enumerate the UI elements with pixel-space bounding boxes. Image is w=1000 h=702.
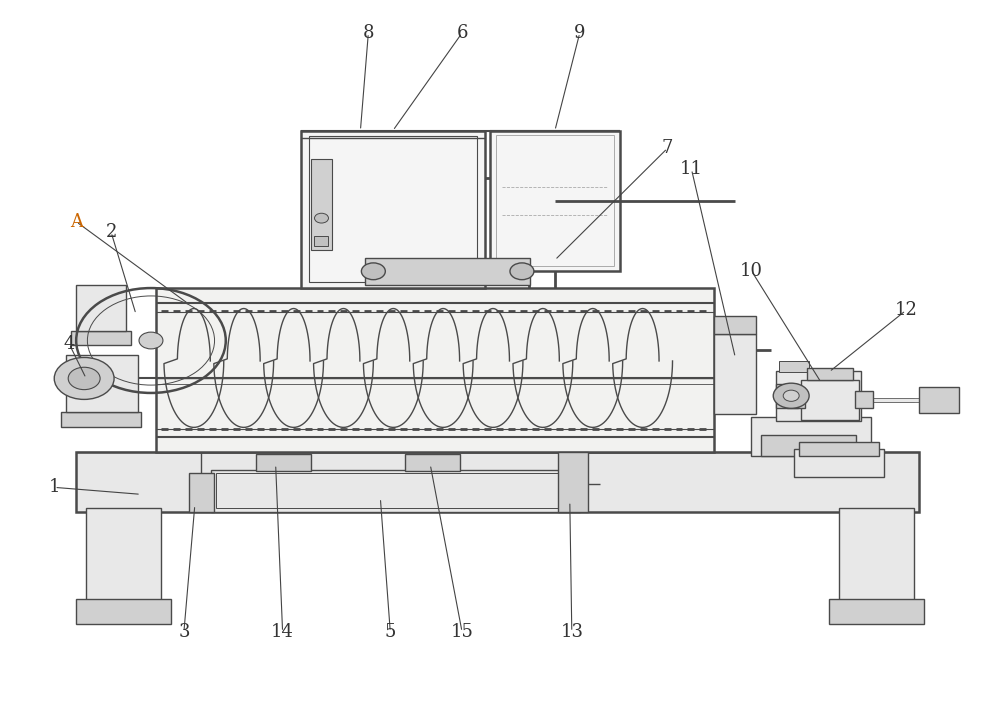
- Circle shape: [68, 367, 100, 390]
- Bar: [839, 508, 914, 603]
- Text: 12: 12: [894, 301, 917, 319]
- Bar: [799, 442, 879, 456]
- Circle shape: [139, 332, 163, 349]
- Circle shape: [315, 213, 328, 223]
- Bar: [794, 449, 884, 477]
- Bar: [855, 391, 873, 409]
- Text: 15: 15: [451, 623, 474, 641]
- Bar: [714, 333, 756, 414]
- Circle shape: [510, 263, 534, 279]
- Circle shape: [361, 263, 385, 279]
- Text: 8: 8: [363, 24, 374, 42]
- Bar: [189, 473, 214, 512]
- Text: 6: 6: [456, 24, 468, 42]
- Bar: [405, 453, 460, 471]
- Bar: [301, 131, 485, 288]
- Bar: [776, 371, 861, 421]
- Bar: [256, 453, 311, 471]
- Bar: [76, 286, 126, 331]
- Bar: [714, 316, 756, 333]
- Bar: [314, 236, 328, 246]
- Bar: [801, 380, 859, 420]
- Circle shape: [54, 357, 114, 399]
- Bar: [156, 288, 714, 452]
- Bar: [309, 136, 477, 282]
- Text: 4: 4: [64, 335, 75, 353]
- Bar: [71, 331, 131, 345]
- Text: 3: 3: [178, 623, 190, 641]
- Text: 1: 1: [48, 478, 60, 496]
- Bar: [776, 384, 798, 409]
- Circle shape: [773, 383, 809, 409]
- Bar: [558, 452, 588, 512]
- Text: 14: 14: [271, 623, 294, 641]
- Bar: [61, 412, 141, 428]
- Bar: [365, 258, 530, 284]
- Text: 2: 2: [105, 223, 117, 241]
- Text: 10: 10: [740, 262, 763, 279]
- Bar: [76, 452, 919, 512]
- Bar: [829, 600, 924, 623]
- Text: 9: 9: [574, 24, 586, 42]
- Text: 11: 11: [680, 160, 703, 178]
- Bar: [751, 418, 871, 456]
- Circle shape: [783, 390, 799, 402]
- Bar: [496, 135, 614, 266]
- Bar: [761, 435, 856, 456]
- Bar: [66, 355, 138, 412]
- Bar: [311, 159, 332, 250]
- Bar: [807, 368, 853, 380]
- Text: 7: 7: [662, 139, 673, 157]
- Bar: [216, 473, 575, 508]
- Bar: [86, 508, 161, 603]
- Text: 13: 13: [560, 623, 583, 641]
- Text: A: A: [70, 213, 83, 231]
- Bar: [787, 391, 805, 409]
- Bar: [919, 388, 959, 413]
- Bar: [779, 362, 809, 372]
- Bar: [76, 600, 171, 623]
- Text: 5: 5: [385, 623, 396, 641]
- Bar: [490, 131, 620, 270]
- Bar: [211, 470, 580, 512]
